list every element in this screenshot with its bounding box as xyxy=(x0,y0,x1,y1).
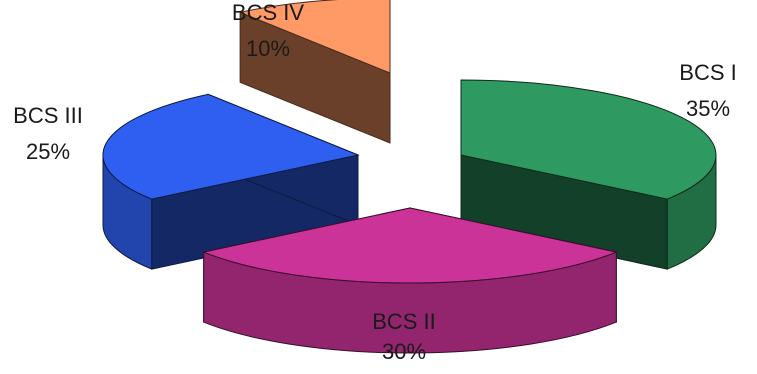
pie-slice-top-bcs-iii xyxy=(102,93,360,200)
slice-label-bcs-ii: BCS II xyxy=(372,309,436,334)
pie-slice-bcs-iv xyxy=(238,0,391,144)
slice-value-bcs-iv: 10% xyxy=(246,36,290,61)
slice-value-bcs-iii: 25% xyxy=(26,139,70,164)
pie-slice-top-bcs-ii xyxy=(202,207,618,284)
pie-slice-top-bcs-iv xyxy=(238,0,391,74)
pie-slice-bcs-iii xyxy=(102,93,360,270)
slice-label-bcs-i: BCS I xyxy=(679,60,736,85)
slice-value-bcs-i: 35% xyxy=(686,96,730,121)
pie-slice-bcs-ii xyxy=(202,207,618,354)
slice-value-bcs-ii: 30% xyxy=(382,339,426,364)
slice-label-bcs-iv: BCS IV xyxy=(232,0,304,25)
pie-slice-bcs-i xyxy=(460,79,717,270)
pie-slice-top-bcs-i xyxy=(460,79,717,200)
slice-label-bcs-iii: BCS III xyxy=(13,103,83,128)
